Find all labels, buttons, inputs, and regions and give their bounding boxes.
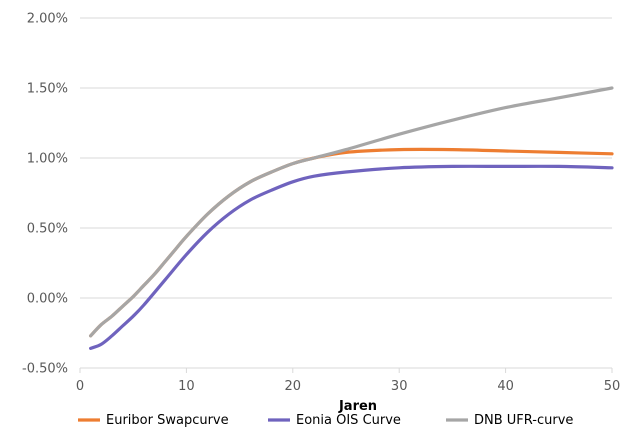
y-tick-label: -0.50%	[22, 362, 68, 377]
legend-label: Eonia OIS Curve	[296, 413, 401, 428]
x-tick-label: 10	[178, 379, 195, 394]
x-tick-label: 40	[497, 379, 514, 394]
y-tick-label: 0.50%	[27, 222, 68, 237]
x-tick-label: 0	[76, 379, 84, 394]
legend: Euribor Swapcurve Eonia OIS Curve DNB UFR-…	[78, 413, 573, 428]
x-tick-label: 30	[391, 379, 408, 394]
gridlines	[80, 17, 612, 369]
series-line-dnb-ufr-curve	[89, 86, 614, 338]
legend-item-euribor-swapcurve: Euribor Swapcurve	[78, 413, 229, 428]
legend-label: Euribor Swapcurve	[106, 413, 229, 428]
y-tick-label: 1.50%	[27, 82, 68, 97]
legend-item-eonia-ois-curve: Eonia OIS Curve	[268, 413, 401, 428]
y-tick-label: 1.00%	[27, 152, 68, 167]
x-axis-tick-labels: 0 10 20 30 40 50	[76, 379, 620, 394]
series-lines	[89, 86, 614, 350]
y-axis-tick-labels: -0.50% 0.00% 0.50% 1.00% 1.50% 2.00%	[22, 12, 68, 377]
x-tick-label: 20	[285, 379, 302, 394]
x-tick-label: 50	[604, 379, 621, 394]
y-tick-label: 0.00%	[27, 292, 68, 307]
y-tick-label: 2.00%	[27, 12, 68, 27]
legend-item-dnb-ufr-curve: DNB UFR-curve	[446, 413, 573, 428]
series-line-eonia-ois-curve	[89, 164, 614, 350]
legend-label: DNB UFR-curve	[474, 413, 573, 428]
series-line-euribor-swapcurve	[89, 147, 614, 338]
x-axis-title: Jaren	[338, 399, 377, 414]
x-axis	[79, 367, 613, 373]
